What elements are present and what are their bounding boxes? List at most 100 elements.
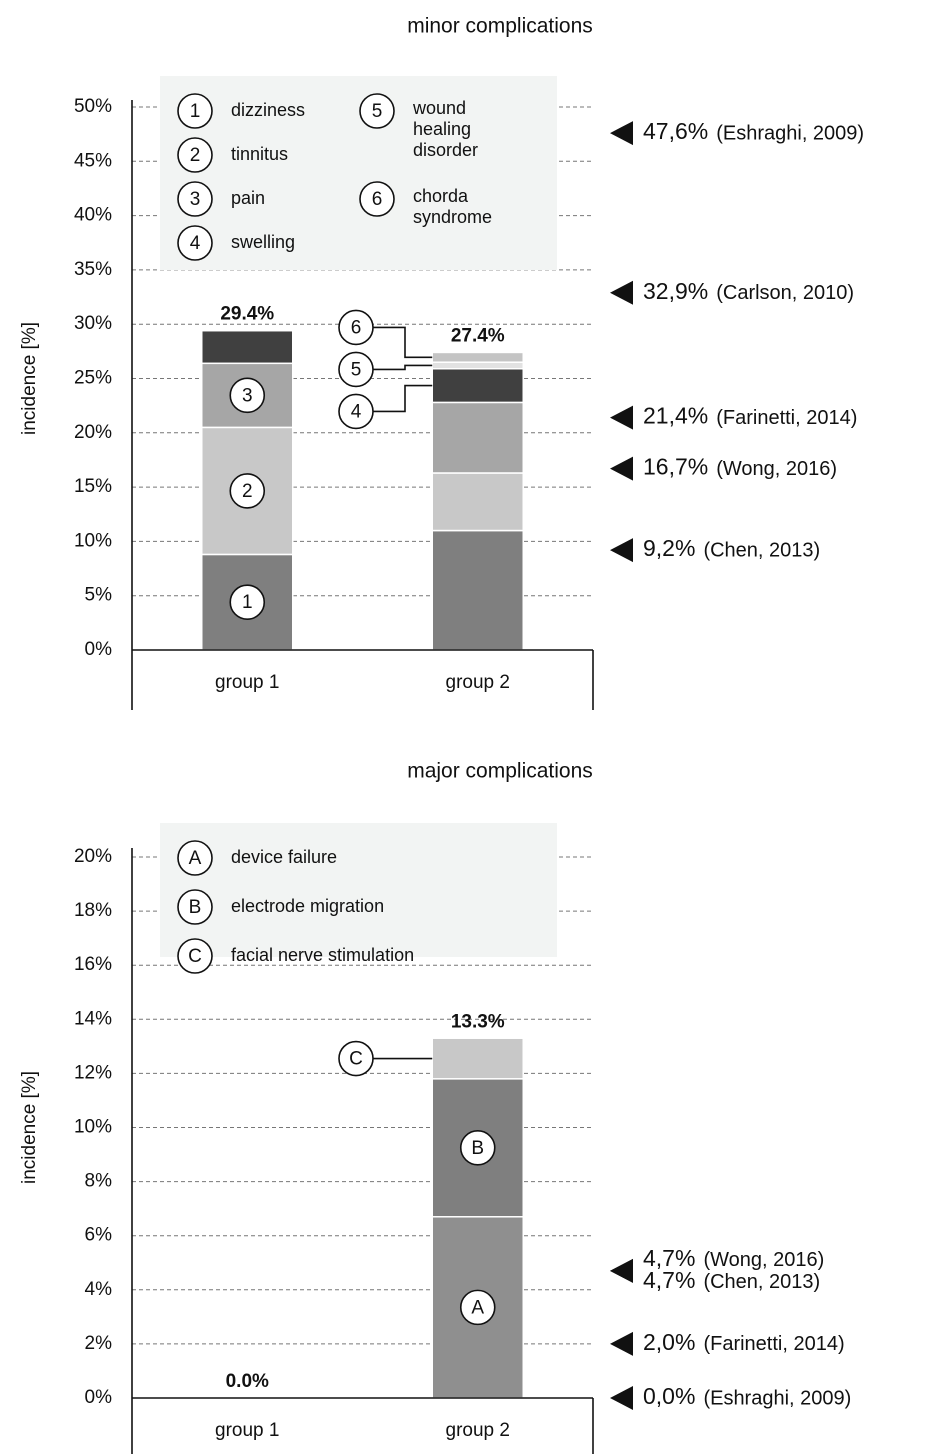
bar-segment (431, 472, 524, 532)
legend-label: electrode migration (231, 896, 384, 916)
total-label: 29.4% (220, 304, 274, 325)
marker-label: C (349, 1049, 363, 1070)
y-tick-label: 20% (74, 422, 112, 443)
y-tick-label: 25% (74, 368, 112, 389)
marker-circle (338, 393, 374, 430)
legend-box (160, 823, 557, 957)
reference-arrow (610, 280, 633, 305)
reference-arrow (610, 405, 633, 430)
y-tick-label: 5% (85, 585, 113, 606)
y-tick-label: 45% (74, 150, 112, 171)
reference-source: (Eshraghi, 2009) (703, 1387, 851, 1409)
x-tick-label: group 2 (446, 1420, 510, 1441)
bar-segment (431, 351, 524, 363)
reference-source: (Chen, 2013) (703, 539, 820, 561)
legend-label: facial nerve stimulation (231, 945, 414, 965)
x-tick-label: group 2 (446, 672, 510, 693)
y-tick-label: 50% (74, 96, 112, 117)
marker-label: 4 (351, 401, 362, 422)
marker-label: 3 (242, 385, 253, 406)
marker-label: 3 (190, 189, 201, 210)
legend-label: pain (231, 188, 265, 208)
marker-label: 2 (242, 481, 253, 502)
reference-source: (Eshraghi, 2009) (716, 122, 864, 144)
bar-segment (431, 1037, 524, 1080)
x-tick-label: group 1 (215, 1420, 279, 1441)
y-tick-label: 0% (85, 639, 113, 660)
bar-segment (431, 529, 524, 651)
reference-value: 9,2% (643, 535, 695, 561)
y-tick-label: 16% (74, 954, 112, 975)
marker-circle (338, 351, 374, 388)
marker-label: 6 (351, 317, 362, 338)
reference-value: 47,6% (643, 118, 708, 144)
reference-arrow (610, 1258, 633, 1283)
legend-box (160, 76, 557, 270)
marker-circle (177, 181, 213, 217)
marker-circle (177, 840, 213, 876)
reference-source: (Farinetti, 2014) (703, 1333, 844, 1355)
reference-arrow (610, 456, 633, 481)
total-label: 27.4% (451, 325, 505, 346)
marker-circle (177, 889, 213, 925)
y-tick-label: 4% (85, 1279, 113, 1300)
legend-label: chorda syndrome (413, 186, 492, 227)
marker-label: 5 (372, 101, 383, 122)
marker-label: B (471, 1138, 484, 1159)
reference-source: (Wong, 2016) (703, 1249, 824, 1271)
bar-segment (201, 329, 294, 365)
marker-circle (229, 377, 266, 414)
callout-line (373, 364, 433, 371)
marker-label: 2 (190, 145, 201, 166)
marker-label: 1 (242, 592, 253, 613)
legend-label: tinnitus (231, 144, 288, 164)
marker-label: 5 (351, 359, 362, 380)
marker-circle (177, 225, 213, 261)
marker-circle (338, 309, 374, 346)
marker-label: 6 (372, 189, 383, 210)
y-tick-label: 40% (74, 205, 112, 226)
marker-label: A (189, 848, 202, 869)
y-axis-label: incidence [%] (19, 1071, 40, 1184)
reference-arrow (610, 538, 633, 563)
total-label: 0.0% (226, 1371, 269, 1392)
bar-segment (431, 367, 524, 404)
y-tick-label: 10% (74, 530, 112, 551)
y-tick-label: 15% (74, 476, 112, 497)
y-tick-label: 18% (74, 900, 112, 921)
reference-value: 21,4% (643, 403, 708, 429)
y-tick-label: 8% (85, 1171, 113, 1192)
marker-circle (459, 1289, 496, 1326)
chart-title: major complications (407, 760, 593, 783)
bar-segment (431, 401, 524, 474)
legend-label: swelling (231, 232, 295, 252)
y-tick-label: 20% (74, 846, 112, 867)
reference-value: 0,0% (643, 1383, 695, 1409)
callout-line (373, 326, 433, 359)
reference-value: 16,7% (643, 454, 708, 480)
marker-label: 1 (190, 101, 201, 122)
y-tick-label: 2% (85, 1333, 113, 1354)
reference-source: (Farinetti, 2014) (716, 407, 857, 429)
reference-source: (Carlson, 2010) (716, 282, 854, 304)
marker-circle (177, 938, 213, 974)
marker-circle (359, 93, 395, 129)
y-tick-label: 30% (74, 313, 112, 334)
reference-value: 2,0% (643, 1329, 695, 1355)
marker-label: C (188, 946, 202, 967)
x-tick-label: group 1 (215, 672, 279, 693)
reference-source: (Chen, 2013) (703, 1271, 820, 1293)
reference-source: (Wong, 2016) (716, 458, 837, 480)
chart-title: minor complications (407, 15, 593, 38)
reference-arrow (610, 1331, 633, 1356)
reference-value: 4,7% (643, 1267, 695, 1293)
y-tick-label: 12% (74, 1062, 112, 1083)
y-tick-label: 0% (85, 1387, 113, 1408)
total-label: 13.3% (451, 1011, 505, 1032)
reference-value: 4,7% (643, 1245, 695, 1271)
marker-circle (359, 181, 395, 217)
marker-label: 4 (190, 233, 201, 254)
marker-label: A (471, 1297, 484, 1318)
marker-circle (338, 1040, 374, 1077)
